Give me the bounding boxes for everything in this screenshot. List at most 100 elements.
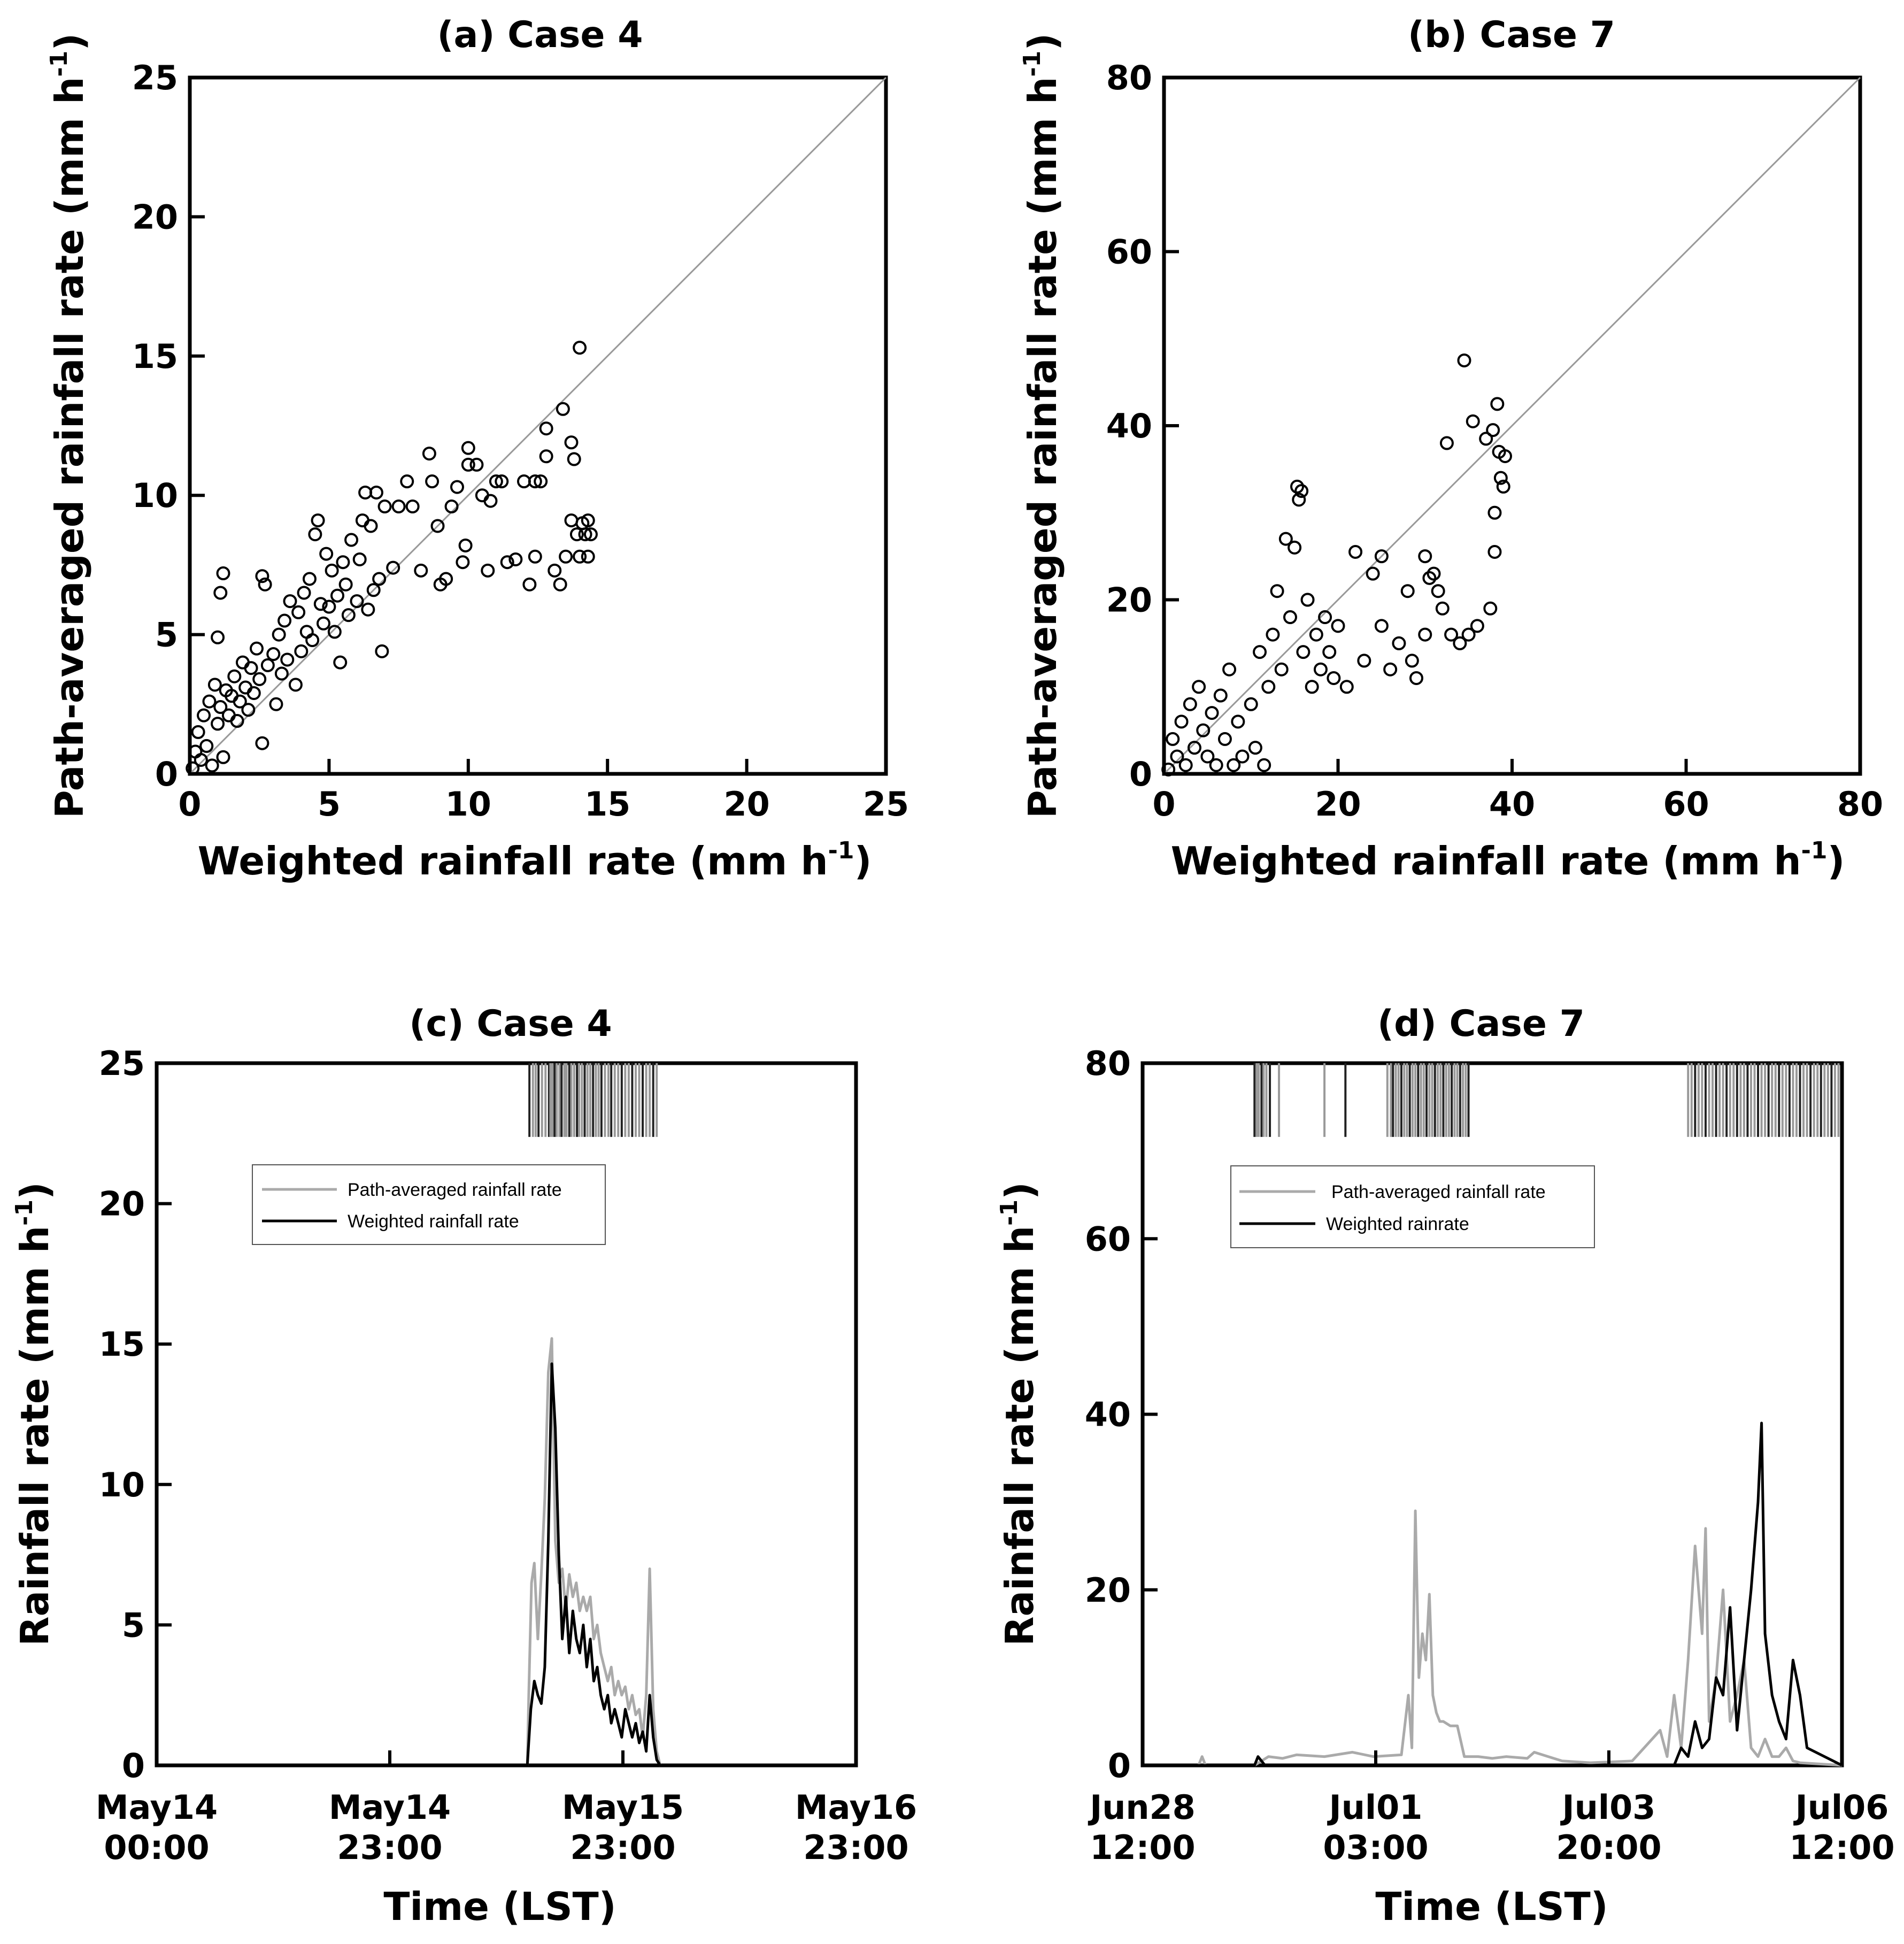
panel-a-point-11: [213, 700, 228, 714]
panel-a-point-21: [235, 655, 250, 670]
panel-a-point-32: [266, 647, 281, 662]
panel-c-y-tick-label-4: 20: [99, 1185, 145, 1224]
panel-d-series-path-averaged: [1143, 1509, 1843, 1767]
panel-b-point-49: [1400, 584, 1415, 598]
panel-a-point-108: [567, 452, 581, 466]
panel-b-title: (b) Case 7: [1408, 14, 1615, 56]
panel-a-point-50: [319, 547, 334, 561]
panel-b-y-tick-label-2: 40: [1106, 406, 1152, 445]
panel-d-x-tick-time-0: 12:00: [1090, 1828, 1195, 1867]
panel-a-point-89: [481, 563, 495, 578]
panel-b-point-27: [1283, 610, 1297, 625]
panel-b-point-48: [1392, 636, 1406, 650]
panel-d-x-tick-time-1: 03:00: [1323, 1828, 1428, 1867]
panel-b-y-tick-label-0: 0: [1129, 755, 1152, 794]
panel-b-point-37: [1318, 610, 1332, 625]
panel-a-point-94: [508, 552, 523, 566]
panel-a-point-74: [405, 500, 420, 514]
panel-b-y-axis-label: Path-averaged rainfall rate (mm h-1): [1019, 33, 1065, 818]
panel-a-point-82: [450, 480, 464, 494]
panel-a-point-92: [495, 474, 509, 489]
panel-a-point-5: [199, 739, 214, 753]
panel-a-point-97: [528, 549, 542, 564]
panel-b-x-tick-label-3: 60: [1663, 785, 1709, 824]
panel-a-y-tick-label-1: 5: [155, 616, 178, 655]
panel-a-point-22: [238, 680, 253, 695]
panel-c-x-tick-time-0: 00:00: [104, 1828, 209, 1867]
panel-a-x-tick-label-5: 25: [863, 785, 909, 824]
panel-a-point-106: [564, 435, 579, 450]
panel-a-point-10: [211, 630, 225, 644]
panel-a-point-47: [311, 513, 325, 528]
panel-a-point-33: [269, 697, 283, 711]
panel-c-x-axis-label: Time (LST): [383, 1884, 616, 1929]
panel-a-point-63: [358, 485, 373, 500]
panel-a-point-31: [260, 658, 275, 672]
panel-a-point-44: [302, 572, 317, 586]
panel-d-y-ticks: 0 20 40 60 80: [1085, 1044, 1158, 1785]
panel-b-point-24: [1270, 584, 1284, 598]
panel-c-series: [157, 1337, 856, 1767]
panel-a-point-9: [211, 717, 225, 731]
panel-a-point-111: [573, 549, 587, 564]
panel-b-point-73: [1496, 479, 1510, 494]
panel-b-point-4: [1178, 758, 1193, 772]
panel-a-point-104: [556, 402, 570, 416]
panel-a-point-3: [194, 752, 208, 767]
panel-a-point-64: [361, 602, 375, 617]
panel-a-point-84: [458, 538, 473, 552]
panel-b-point-56: [1431, 584, 1445, 598]
panel-a-point-52: [325, 563, 339, 578]
panel-a-y-tick-label-5: 25: [132, 58, 178, 97]
panel-b-x-tick-label-4: 80: [1837, 785, 1883, 824]
panel-b-point-30: [1292, 493, 1306, 507]
panel-c-y-tick-label-1: 5: [122, 1605, 145, 1645]
panel-a-point-56: [336, 555, 350, 570]
panel-c-series-path-averaged: [157, 1337, 856, 1767]
panel-c-y-axis-label: Rainfall rate (mm h-1): [11, 1182, 57, 1646]
panel-a-point-113: [578, 527, 592, 542]
panel-b-point-13: [1217, 732, 1232, 746]
panel-c-y-tick-label-5: 25: [99, 1044, 145, 1083]
panel-a-point-42: [297, 586, 311, 600]
panel-a-point-25: [246, 686, 261, 700]
panel-b-point-17: [1235, 749, 1250, 764]
panel-d-x-axis-label: Time (LST): [1375, 1884, 1608, 1929]
panel-b-point-11: [1209, 758, 1223, 772]
panel-b-point-16: [1231, 714, 1245, 729]
panel-d-legend-label-weighted: Weighted rainrate: [1326, 1214, 1469, 1234]
panel-a-y-tick-label-4: 20: [132, 197, 178, 236]
panel-b-point-64: [1470, 619, 1484, 633]
panel-a-x-tick-label-3: 15: [584, 785, 630, 824]
panel-a-x-ticks: 0 5 10 15 20 25: [178, 759, 909, 824]
panel-b-point-12: [1213, 688, 1228, 703]
panel-b-point-39: [1327, 671, 1341, 685]
panel-c-series-weighted: [157, 1362, 856, 1767]
panel-b-point-50: [1405, 654, 1419, 668]
panel-b-point-41: [1339, 680, 1354, 694]
panel-b-point-33: [1300, 593, 1315, 607]
panel-c-y-tick-label-0: 0: [122, 1746, 145, 1785]
panel-a-point-105: [559, 549, 573, 564]
panel-a-y-tick-label-0: 0: [155, 755, 178, 794]
panel-a-point-58: [341, 608, 356, 623]
panel-b-point-66: [1483, 601, 1498, 616]
panel-a-point-24: [244, 661, 258, 675]
panel-d-y-tick-label-4: 80: [1085, 1044, 1131, 1083]
panel-a-point-45: [305, 633, 320, 648]
panel-a-point-65: [364, 519, 378, 533]
panel-c-x-tick-date-3: May16: [795, 1788, 917, 1827]
panel-b-point-57: [1435, 601, 1450, 616]
panel-b-point-18: [1244, 697, 1258, 711]
panel-b-point-38: [1322, 645, 1337, 659]
panel-a-point-99: [534, 474, 548, 489]
panel-a-points: [186, 341, 598, 775]
panel-a-point-13: [216, 566, 230, 581]
panel-a-point-85: [461, 441, 475, 455]
panel-b-point-15: [1227, 758, 1241, 772]
panel-d-y-tick-label-3: 60: [1085, 1219, 1131, 1258]
panel-a-x-tick-label-2: 10: [445, 785, 491, 824]
panel-a-point-102: [548, 563, 562, 578]
panel-b-point-31: [1294, 484, 1309, 498]
